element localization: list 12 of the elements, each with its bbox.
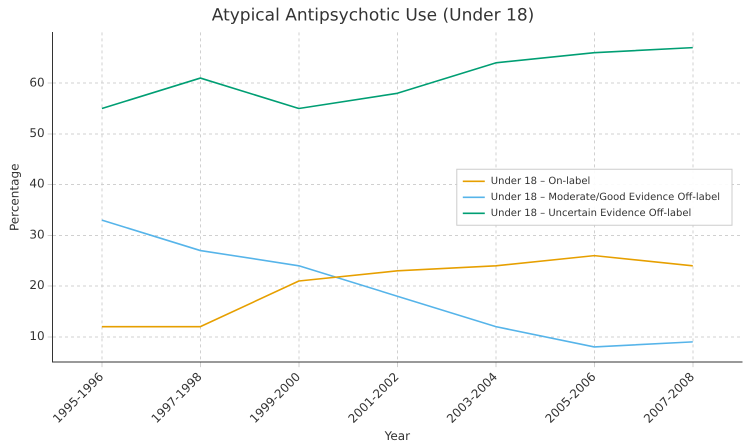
y-tick-label: 60: [29, 75, 45, 90]
y-axis-title: Percentage: [7, 164, 22, 232]
legend-label: Under 18 – Uncertain Evidence Off-label: [490, 208, 692, 219]
y-tick-label: 10: [29, 328, 45, 343]
legend-label: Under 18 – On-label: [490, 176, 590, 187]
chart-title: Atypical Antipsychotic Use (Under 18): [212, 6, 534, 26]
y-tick-label: 20: [29, 278, 45, 292]
y-tick-label: 50: [29, 126, 45, 140]
y-tick-label: 40: [29, 176, 45, 191]
x-axis-title: Year: [384, 428, 410, 443]
y-tick-label: 30: [29, 227, 45, 242]
legend-label: Under 18 – Moderate/Good Evidence Off-label: [490, 192, 720, 203]
